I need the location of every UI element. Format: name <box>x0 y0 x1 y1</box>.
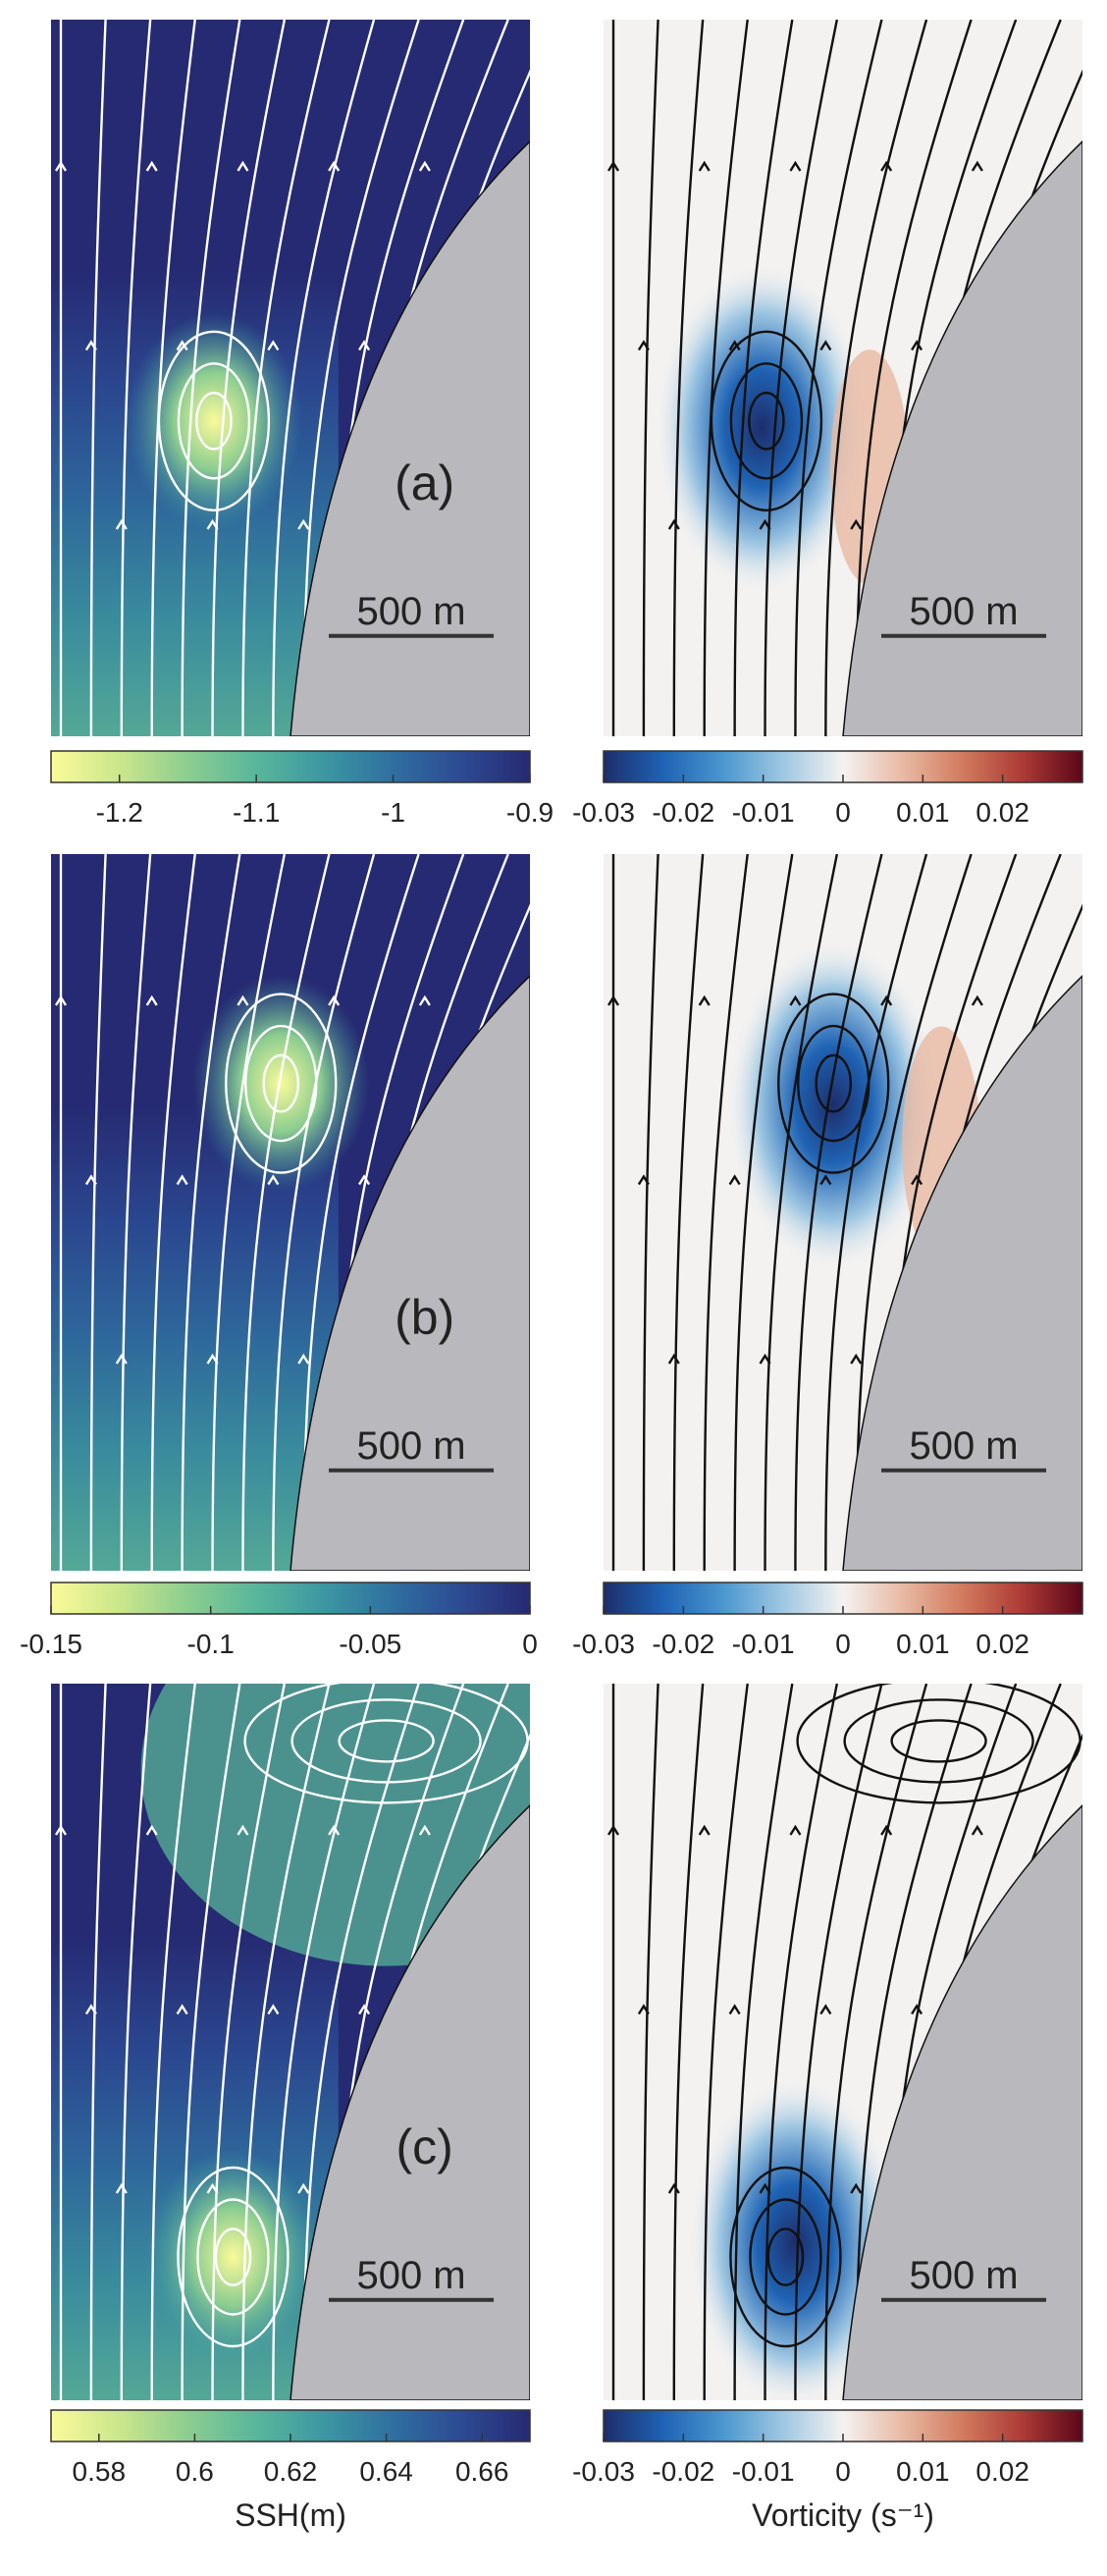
colorbar-tick-label: 0.6 <box>176 2456 214 2487</box>
colorbar-tick-label: 0 <box>835 797 851 828</box>
colorbar-gradient <box>50 2409 531 2442</box>
scale-bar-label: 500 m <box>356 590 465 633</box>
colorbar-tick-label: -0.9 <box>506 797 554 828</box>
colorbar-tick-label: 0 <box>835 1629 851 1659</box>
colorbar-tick-label: -0.1 <box>187 1629 235 1659</box>
colorbar-tick-label: 0.01 <box>896 1629 950 1659</box>
panel-c-vorticity: 500 m <box>604 1684 1082 2400</box>
colorbar-c-ssh: 0.58 0.6 0.62 0.64 0.66 SSH(m) <box>50 2409 531 2533</box>
colorbar-tick-label: -0.15 <box>20 1629 82 1659</box>
colorbar-tick-label: 0 <box>835 2456 851 2487</box>
colorbar-c-vorticity: -0.03 -0.02 -0.01 0 0.01 0.02 Vorticity (s⁻¹) <box>572 2409 1083 2533</box>
colorbar-a-vorticity: -0.03 -0.02 -0.01 0 0.01 0.02 <box>572 750 1083 828</box>
colorbar-label: Vorticity (s⁻¹) <box>752 2497 934 2533</box>
colorbar-tick-label: -0.02 <box>652 797 714 828</box>
colorbar-tick-label: -0.01 <box>732 2456 795 2487</box>
panel-b-ssh: 500 m (b) <box>51 854 530 1571</box>
colorbar-tick-label: -0.03 <box>572 2456 635 2487</box>
scale-bar-label: 500 m <box>356 1424 465 1468</box>
colorbar-b-vorticity: -0.03 -0.02 -0.01 0 0.01 0.02 <box>572 1582 1083 1659</box>
colorbar-tick-label: -1.2 <box>96 797 143 828</box>
panel-letter-b: (b) <box>395 1290 454 1345</box>
colorbar-tick-label: 0.02 <box>975 1629 1029 1659</box>
colorbar-tick-label: 0 <box>522 1629 538 1659</box>
scale-bar-label: 500 m <box>909 2254 1018 2297</box>
colorbar-gradient <box>50 750 531 783</box>
scale-bar-label: 500 m <box>356 2254 465 2297</box>
colorbar-tick-label: -0.05 <box>339 1629 401 1659</box>
colorbar-tick-label: 0.66 <box>455 2456 509 2487</box>
panel-b-vorticity: 500 m <box>604 854 1082 1571</box>
colorbar-tick-label: -0.03 <box>572 1629 635 1659</box>
panel-letter-a: (a) <box>395 456 454 510</box>
land-mask <box>842 1804 1082 2400</box>
land-mask <box>842 140 1082 736</box>
colorbar-tick-label: 0.02 <box>975 2456 1029 2487</box>
colorbar-tick-label: 0.58 <box>73 2456 127 2487</box>
colorbar-a-ssh: -1.2 -1.1 -1 -0.9 <box>50 750 554 828</box>
colorbar-tick-label: -0.02 <box>652 1629 714 1659</box>
colorbar-tick-label: -0.02 <box>652 2456 714 2487</box>
panel-letter-c: (c) <box>395 2120 452 2174</box>
colorbar-b-ssh: -0.15 -0.1 -0.05 0 <box>20 1582 538 1659</box>
panel-c-ssh: 500 m (c) <box>51 1684 530 2400</box>
panel-a-ssh: 500 m (a) <box>51 20 530 736</box>
colorbar-tick-label: 0.64 <box>359 2456 413 2487</box>
colorbar-tick-label: -1 <box>381 797 405 828</box>
colorbar-tick-label: 0.62 <box>264 2456 318 2487</box>
land-mask <box>290 140 530 736</box>
land-mask <box>842 975 1082 1571</box>
colorbar-tick-label: -0.01 <box>732 1629 795 1659</box>
panel-a-vorticity: 500 m <box>604 20 1082 736</box>
colorbar-tick-label: -1.1 <box>233 797 280 828</box>
colorbar-tick-label: 0.02 <box>975 797 1029 828</box>
land-mask <box>290 1804 530 2400</box>
land-mask <box>290 975 530 1571</box>
colorbar-label: SSH(m) <box>235 2497 346 2533</box>
colorbar-tick-label: 0.01 <box>896 2456 950 2487</box>
colorbar-tick-label: 0.01 <box>896 797 950 828</box>
colorbar-tick-label: -0.01 <box>732 797 795 828</box>
scale-bar-label: 500 m <box>909 1424 1018 1468</box>
scale-bar-label: 500 m <box>909 590 1018 633</box>
colorbar-gradient <box>50 1582 531 1615</box>
colorbar-tick-label: -0.03 <box>572 797 635 828</box>
